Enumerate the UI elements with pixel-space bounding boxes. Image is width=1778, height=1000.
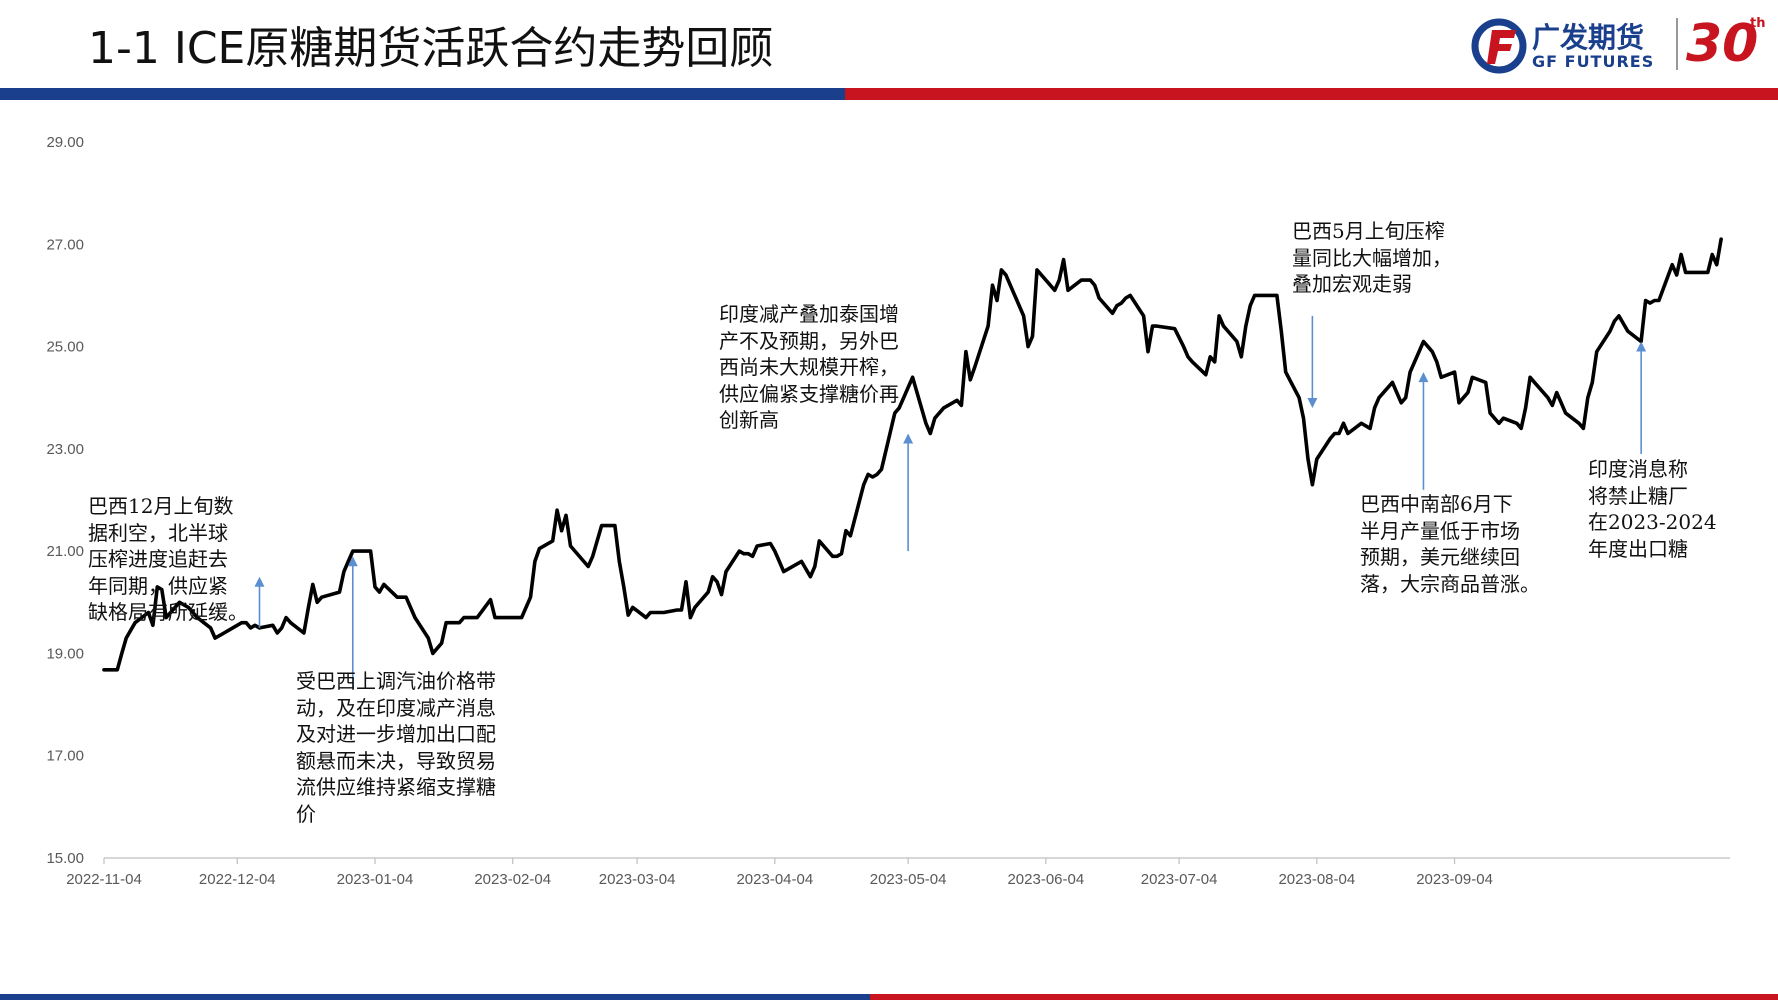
annotation-arrowhead	[903, 433, 914, 444]
page-title: 1-1 ICE原糖期货活跃合约走势回顾	[88, 23, 774, 74]
footer-bar-blue	[0, 994, 870, 1000]
y-tick-label: 27.00	[46, 236, 84, 253]
annotation-arrowhead	[1636, 341, 1647, 352]
x-tick-label: 2023-06-04	[1007, 871, 1084, 888]
price-series-line	[102, 237, 1723, 672]
annotation-text: 巴西中南部6月下 半月产量低于市场 预期，美元继续回 落，大宗商品普涨。	[1360, 492, 1540, 596]
x-tick-label: 2023-09-04	[1416, 871, 1493, 888]
x-tick-label: 2023-04-04	[736, 871, 813, 888]
annotation-text: 受巴西上调汽油价格带 动，及在印度减产消息 及对进一步增加出口配 额悬而未决，导…	[296, 669, 496, 826]
x-tick-label: 2023-01-04	[337, 871, 414, 888]
x-tick-label: 2023-08-04	[1278, 871, 1355, 888]
annotation-arrowhead	[347, 556, 358, 567]
x-tick-label: 2023-02-04	[474, 871, 551, 888]
x-tick-label: 2023-03-04	[599, 871, 676, 888]
header-bar-blue	[0, 88, 845, 100]
logo-divider	[1676, 18, 1678, 70]
header-bar-red	[845, 88, 1778, 100]
anniversary-suffix: th	[1750, 16, 1766, 31]
gf-futures-logo: 广发期货 GF FUTURES 30 th	[1470, 12, 1770, 82]
y-tick-label: 19.00	[46, 645, 84, 662]
annotation-arrowhead	[254, 576, 265, 587]
anniversary-badge: 30	[1686, 14, 1759, 74]
annotation-text: 印度减产叠加泰国增 产不及预期，另外巴 西尚未大规模开榨， 供应偏紧支撑糖价再 …	[719, 302, 899, 432]
x-tick-label: 2023-07-04	[1141, 871, 1218, 888]
y-tick-label: 23.00	[46, 441, 84, 458]
footer-bar-red	[870, 994, 1778, 1000]
annotation-arrowhead	[1307, 397, 1318, 408]
x-tick-label: 2023-05-04	[870, 871, 947, 888]
annotation-arrowhead	[1418, 372, 1429, 383]
logo-english-name: GF FUTURES	[1532, 52, 1655, 71]
x-tick-label: 2022-11-04	[66, 871, 142, 888]
y-tick-label: 21.00	[46, 543, 84, 560]
y-tick-label: 17.00	[46, 748, 84, 765]
sugar-futures-line-chart: 15.00 17.00 19.00 21.00 23.00 25.00 27.00 29.00…	[46, 134, 1730, 888]
annotation-text: 巴西12月上旬数 据利空，北半球 压榨进度追赶去 年同期，供应紧 缺格局有所延缓…	[88, 494, 248, 624]
y-tick-label: 15.00	[46, 850, 84, 867]
annotation-text: 印度消息称 将禁止糖厂 在2023-2024 年度出口糖	[1588, 457, 1717, 561]
annotation-text: 巴西5月上旬压榨 量同比大幅增加， 叠加宏观走弱	[1292, 219, 1452, 296]
y-tick-label: 25.00	[46, 339, 84, 356]
y-tick-label: 29.00	[46, 134, 84, 151]
logo-chinese-name: 广发期货	[1532, 21, 1645, 54]
x-tick-label: 2022-12-04	[199, 871, 276, 888]
gf-emblem-icon	[1471, 18, 1527, 74]
